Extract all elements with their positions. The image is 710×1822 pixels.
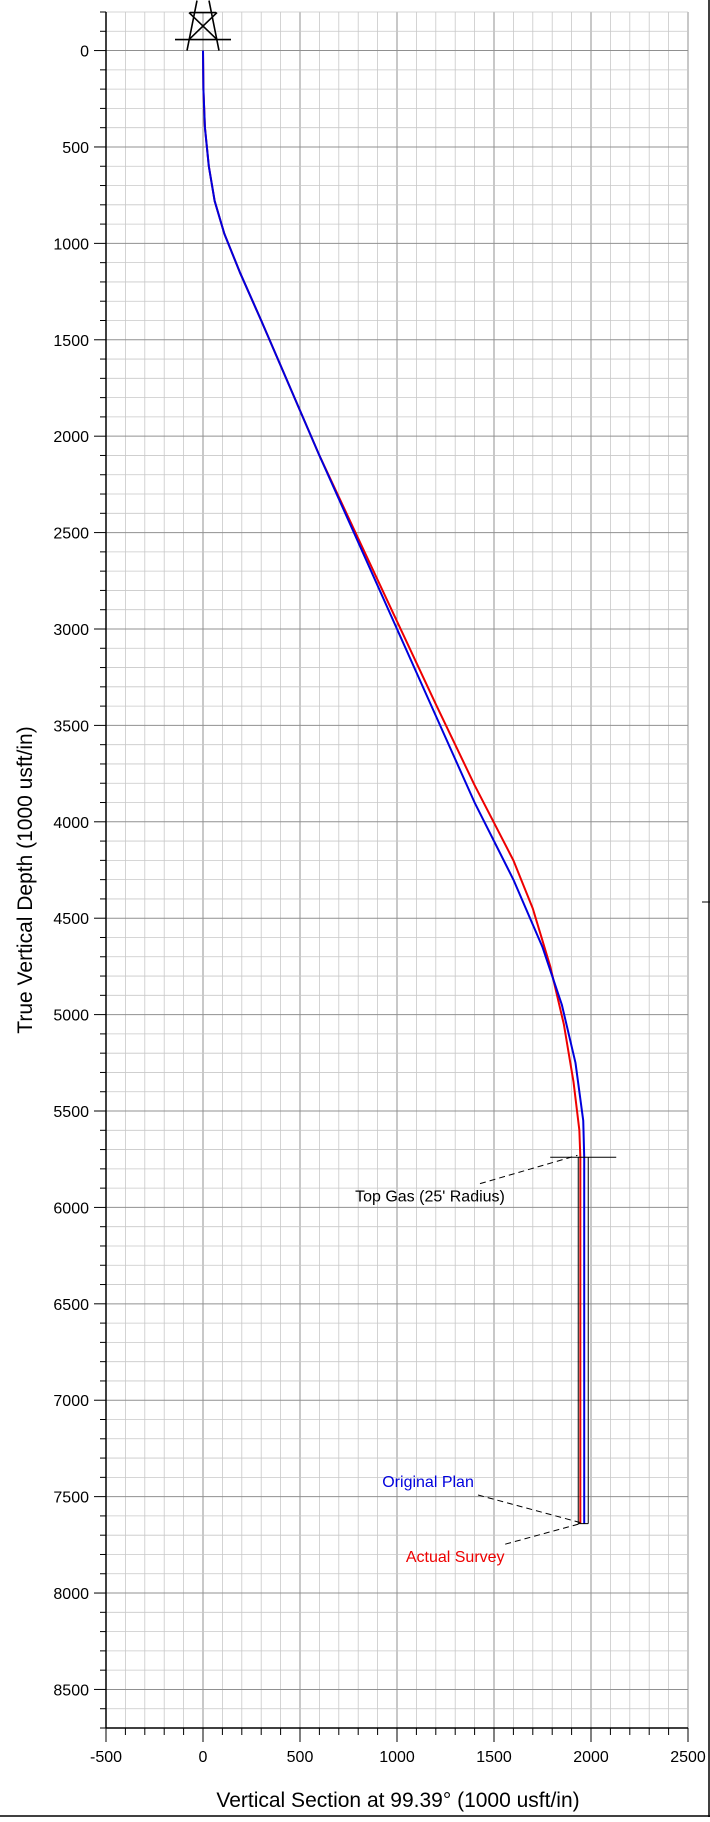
y-tick-label: 4500: [53, 911, 89, 928]
x-tick-label: 1500: [476, 1749, 512, 1766]
y-tick-label: 6000: [53, 1200, 89, 1217]
x-tick-label: 2000: [573, 1749, 609, 1766]
original-plan-line: [202, 50, 586, 1524]
y-tick-label: 500: [62, 140, 89, 157]
x-tick-label: 2500: [670, 1749, 706, 1766]
y-tick-label: 5000: [53, 1008, 89, 1025]
y-tick-label: 8000: [53, 1586, 89, 1603]
rig-derrick-icon: [175, 0, 231, 51]
y-tick-label: 5500: [53, 1104, 89, 1121]
rig-leg-right: [208, 0, 220, 51]
rig-brace: [188, 11, 218, 41]
y-tick-label: 1500: [53, 333, 89, 350]
y-tick-label: 7000: [53, 1393, 89, 1410]
y-tick-label: 2000: [53, 429, 89, 446]
axis-ticks: 0500100015002000250030003500400045005000…: [53, 11, 706, 1766]
y-tick-label: 3500: [53, 718, 89, 735]
original-plan-label: Original Plan: [382, 1474, 474, 1491]
y-tick-label: 7500: [53, 1490, 89, 1507]
y-tick-label: 6500: [53, 1297, 89, 1314]
x-tick-label: 1000: [379, 1749, 415, 1766]
target-marker: [550, 1156, 617, 1525]
top-gas-25-radius-leader-line: [479, 1154, 578, 1185]
y-tick-label: 4000: [53, 815, 89, 832]
y-tick-label: 0: [80, 44, 89, 61]
y-tick-label: 3000: [53, 622, 89, 639]
x-tick-label: -500: [90, 1749, 122, 1766]
rig-leg-left: [186, 0, 198, 51]
y-tick-label: 2500: [53, 526, 89, 543]
markers: [175, 0, 617, 1525]
x-tick-label: 0: [199, 1749, 208, 1766]
x-axis-title: Vertical Section at 99.39° (1000 usft/in…: [216, 1789, 579, 1812]
actual-survey-leader-line: [505, 1523, 581, 1545]
y-axis-title: True Vertical Depth (1000 usft/in): [14, 726, 37, 1033]
actual-survey-label: Actual Survey: [406, 1549, 505, 1566]
series-lines: [202, 50, 586, 1524]
y-tick-label: 1000: [53, 236, 89, 253]
y-tick-label: 8500: [53, 1682, 89, 1699]
top-gas-25-radius-label: Top Gas (25' Radius): [355, 1189, 505, 1206]
annotations: Top Gas (25' Radius) Original Plan Actual …: [355, 1154, 585, 1566]
original-plan-leader-line: [477, 1494, 585, 1525]
x-tick-label: 500: [287, 1749, 314, 1766]
